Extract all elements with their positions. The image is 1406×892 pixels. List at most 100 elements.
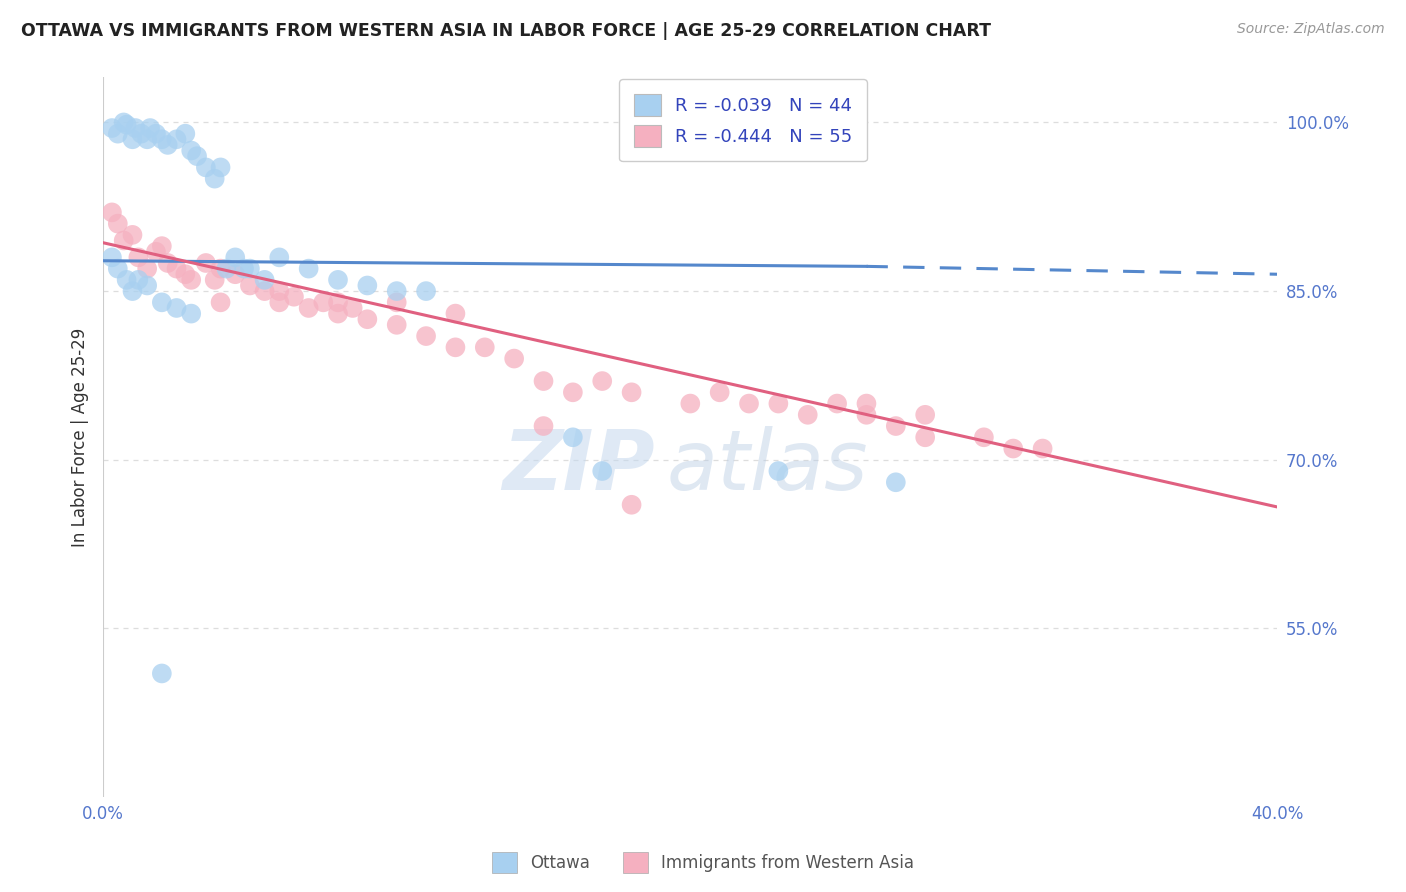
Point bbox=[156, 256, 179, 270]
Point bbox=[884, 419, 907, 434]
Point bbox=[914, 430, 936, 444]
Point bbox=[385, 295, 408, 310]
Point bbox=[112, 115, 135, 129]
Legend: R = -0.039   N = 44, R = -0.444   N = 55: R = -0.039 N = 44, R = -0.444 N = 55 bbox=[619, 79, 868, 161]
Point bbox=[253, 273, 276, 287]
Point bbox=[204, 273, 226, 287]
Point bbox=[139, 121, 162, 136]
Point bbox=[107, 217, 129, 231]
Point bbox=[914, 408, 936, 422]
Point bbox=[115, 273, 138, 287]
Point bbox=[215, 261, 238, 276]
Point bbox=[121, 284, 143, 298]
Point bbox=[156, 137, 179, 152]
Point bbox=[326, 273, 349, 287]
Point bbox=[269, 295, 291, 310]
Point bbox=[415, 329, 437, 343]
Point bbox=[1032, 442, 1054, 456]
Point bbox=[855, 396, 877, 410]
Point bbox=[269, 284, 291, 298]
Point bbox=[150, 132, 173, 146]
Point bbox=[194, 256, 217, 270]
Point bbox=[253, 284, 276, 298]
Point bbox=[356, 278, 378, 293]
Point bbox=[129, 127, 152, 141]
Text: Source: ZipAtlas.com: Source: ZipAtlas.com bbox=[1237, 22, 1385, 37]
Point bbox=[738, 396, 761, 410]
Point bbox=[312, 295, 335, 310]
Point bbox=[855, 408, 877, 422]
Text: OTTAWA VS IMMIGRANTS FROM WESTERN ASIA IN LABOR FORCE | AGE 25-29 CORRELATION CH: OTTAWA VS IMMIGRANTS FROM WESTERN ASIA I… bbox=[21, 22, 991, 40]
Point bbox=[209, 161, 232, 175]
Point bbox=[121, 227, 143, 242]
Point bbox=[298, 261, 321, 276]
Point bbox=[385, 284, 408, 298]
Point bbox=[166, 132, 188, 146]
Point bbox=[150, 239, 173, 253]
Point bbox=[415, 284, 437, 298]
Point bbox=[356, 312, 378, 326]
Point bbox=[298, 301, 321, 315]
Point bbox=[186, 149, 208, 163]
Point bbox=[127, 251, 149, 265]
Point bbox=[124, 121, 146, 136]
Text: atlas: atlas bbox=[666, 425, 869, 507]
Point bbox=[194, 161, 217, 175]
Point bbox=[326, 295, 349, 310]
Point bbox=[233, 261, 256, 276]
Point bbox=[112, 234, 135, 248]
Point bbox=[150, 295, 173, 310]
Point bbox=[101, 205, 124, 219]
Point bbox=[385, 318, 408, 332]
Point bbox=[166, 261, 188, 276]
Point bbox=[239, 278, 262, 293]
Point bbox=[620, 498, 643, 512]
Point bbox=[121, 132, 143, 146]
Point bbox=[174, 127, 197, 141]
Point bbox=[533, 374, 555, 388]
Text: ZIP: ZIP bbox=[502, 425, 655, 507]
Point bbox=[825, 396, 848, 410]
Point bbox=[180, 307, 202, 321]
Point bbox=[180, 273, 202, 287]
Point bbox=[150, 666, 173, 681]
Point bbox=[620, 385, 643, 400]
Point bbox=[591, 374, 613, 388]
Point bbox=[107, 261, 129, 276]
Y-axis label: In Labor Force | Age 25-29: In Labor Force | Age 25-29 bbox=[72, 327, 89, 547]
Legend: Ottawa, Immigrants from Western Asia: Ottawa, Immigrants from Western Asia bbox=[485, 846, 921, 880]
Point bbox=[709, 385, 731, 400]
Point bbox=[326, 307, 349, 321]
Point bbox=[145, 127, 167, 141]
Point bbox=[209, 261, 232, 276]
Point bbox=[107, 127, 129, 141]
Point bbox=[444, 340, 467, 354]
Point bbox=[224, 251, 246, 265]
Point bbox=[180, 144, 202, 158]
Point bbox=[561, 430, 583, 444]
Point bbox=[166, 301, 188, 315]
Point bbox=[269, 251, 291, 265]
Point bbox=[204, 171, 226, 186]
Point bbox=[796, 408, 818, 422]
Point bbox=[115, 118, 138, 132]
Point bbox=[768, 396, 790, 410]
Point bbox=[239, 261, 262, 276]
Point bbox=[768, 464, 790, 478]
Point bbox=[533, 419, 555, 434]
Point bbox=[101, 251, 124, 265]
Point bbox=[591, 464, 613, 478]
Point bbox=[127, 273, 149, 287]
Point bbox=[503, 351, 526, 366]
Point bbox=[1002, 442, 1025, 456]
Point bbox=[209, 295, 232, 310]
Point bbox=[174, 267, 197, 281]
Point bbox=[283, 290, 305, 304]
Point bbox=[679, 396, 702, 410]
Point bbox=[444, 307, 467, 321]
Point bbox=[561, 385, 583, 400]
Point bbox=[342, 301, 364, 315]
Point bbox=[474, 340, 496, 354]
Point bbox=[224, 267, 246, 281]
Point bbox=[101, 121, 124, 136]
